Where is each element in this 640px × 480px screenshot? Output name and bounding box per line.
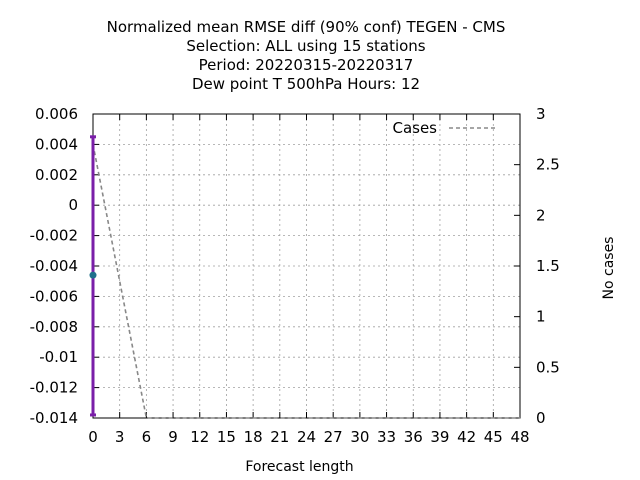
chart-title: Normalized mean RMSE diff (90% conf) TEG…	[107, 18, 506, 93]
x-tick-label: 24	[297, 428, 316, 446]
x-tick-label: 39	[430, 428, 449, 446]
y-left-tick-label: 0.002	[35, 166, 78, 184]
y-left-tick-label: -0.008	[30, 318, 78, 336]
x-tick-label: 45	[484, 428, 503, 446]
y-right-tick-label: 1	[536, 308, 546, 326]
x-tick-label: 30	[350, 428, 369, 446]
y-left-tick-label: -0.01	[39, 348, 78, 366]
x-tick-label: 9	[168, 428, 178, 446]
legend-label-cases: Cases	[392, 119, 437, 137]
x-tick-label: 21	[270, 428, 289, 446]
rmse-diff-point	[89, 271, 97, 279]
y-axis-right-label: No cases	[601, 237, 617, 300]
x-tick-label: 27	[324, 428, 343, 446]
y-left-tick-label: -0.006	[30, 287, 78, 305]
y-left-tick-label: -0.004	[30, 257, 78, 275]
x-tick-label: 6	[142, 428, 152, 446]
x-tick-label: 18	[244, 428, 263, 446]
y-right-tick-label: 2	[536, 206, 546, 224]
y-axis-right: 3 2.5 2 1.5 1 0.5 0	[514, 105, 560, 427]
grid	[93, 114, 520, 418]
y-left-tick-label: -0.012	[30, 379, 78, 397]
y-right-tick-label: 0.5	[536, 358, 560, 376]
y-left-tick-label: -0.002	[30, 227, 78, 245]
legend: Cases	[392, 119, 495, 137]
y-right-tick-label: 2.5	[536, 156, 560, 174]
x-tick-label: 15	[217, 428, 236, 446]
y-left-tick-label: 0.004	[35, 135, 78, 153]
x-axis-label: Forecast length	[245, 459, 353, 475]
x-tick-label: 48	[510, 428, 529, 446]
x-tick-label: 42	[457, 428, 476, 446]
y-right-tick-label: 1.5	[536, 257, 560, 275]
y-right-tick-label: 3	[536, 105, 546, 123]
x-tick-label: 12	[190, 428, 209, 446]
series	[89, 135, 520, 419]
x-tick-label: 33	[377, 428, 396, 446]
chart-title-line: Period: 20220315-20220317	[199, 56, 414, 74]
x-axis: 0 3 6 9 12 15 18 21 24 27 30 33 36 39 42 45 48	[88, 114, 530, 446]
y-left-tick-label: 0.006	[35, 105, 78, 123]
y-left-tick-label: -0.014	[30, 409, 78, 427]
chart-title-line: Normalized mean RMSE diff (90% conf) TEG…	[107, 18, 506, 36]
chart-title-line: Selection: ALL using 15 stations	[186, 37, 425, 55]
y-left-tick-label: 0	[68, 196, 78, 214]
chart-title-line: Dew point T 500hPa Hours: 12	[192, 75, 420, 93]
y-right-tick-label: 0	[536, 409, 546, 427]
x-tick-label: 3	[115, 428, 125, 446]
cases-line	[92, 144, 520, 419]
x-tick-label: 0	[88, 428, 98, 446]
y-axis-left: 0.006 0.004 0.002 0 -0.002 -0.004 -0.006 -0.008…	[30, 105, 99, 427]
x-tick-label: 36	[404, 428, 423, 446]
